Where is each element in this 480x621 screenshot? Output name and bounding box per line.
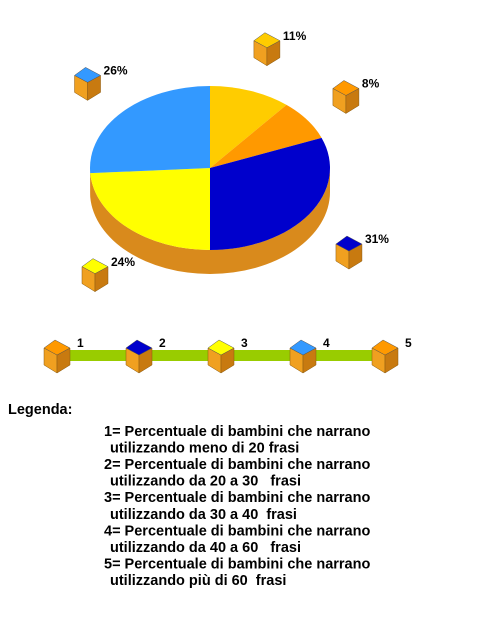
legend-line: utilizzando meno di 20 frasi	[110, 440, 299, 456]
cube-top	[335, 235, 363, 252]
cube-top	[371, 339, 399, 356]
legend-line: 3= Percentuale di bambini che narrano	[104, 490, 370, 506]
cube-top	[207, 339, 235, 356]
pie-slice	[210, 86, 287, 168]
pie-slice	[210, 137, 330, 250]
legend-line: 2= Percentuale di bambini che narrano	[104, 457, 370, 473]
legend-label: 1	[77, 336, 84, 350]
cube-top	[125, 339, 153, 356]
legend-line: utilizzando da 20 a 30 frasi	[110, 474, 301, 490]
cube-top	[253, 32, 281, 48]
cube-top	[81, 258, 109, 274]
legend-label: 5	[405, 336, 412, 350]
value-label: 31%	[365, 232, 389, 246]
value-label: 11%	[283, 29, 307, 43]
cube-top	[43, 339, 71, 356]
legend-label: 4	[323, 336, 330, 350]
legend-line: utilizzando da 30 a 40 frasi	[110, 507, 297, 523]
legend-line: 4= Percentuale di bambini che narrano	[104, 523, 370, 539]
legend-line: 1= Percentuale di bambini che narrano	[104, 424, 370, 440]
cube-top	[332, 80, 360, 96]
pie-slice	[90, 86, 210, 174]
legend-title: Legenda:	[8, 402, 72, 418]
value-label: 8%	[362, 77, 380, 91]
value-label: 24%	[111, 255, 135, 269]
pie-side	[210, 168, 330, 274]
cube-top	[74, 67, 102, 83]
cube-top	[289, 339, 317, 356]
legend-line: utilizzando da 40 a 60 frasi	[110, 540, 301, 556]
legend-label: 3	[241, 336, 248, 350]
legend-line: utilizzando più di 60 frasi	[110, 573, 286, 589]
pie-side	[90, 173, 210, 274]
legend-line: 5= Percentuale di bambini che narrano	[104, 557, 370, 573]
value-label: 26%	[104, 64, 128, 78]
legend-label: 2	[159, 336, 166, 350]
pie-slice	[90, 168, 210, 250]
pie-slice	[210, 104, 322, 168]
